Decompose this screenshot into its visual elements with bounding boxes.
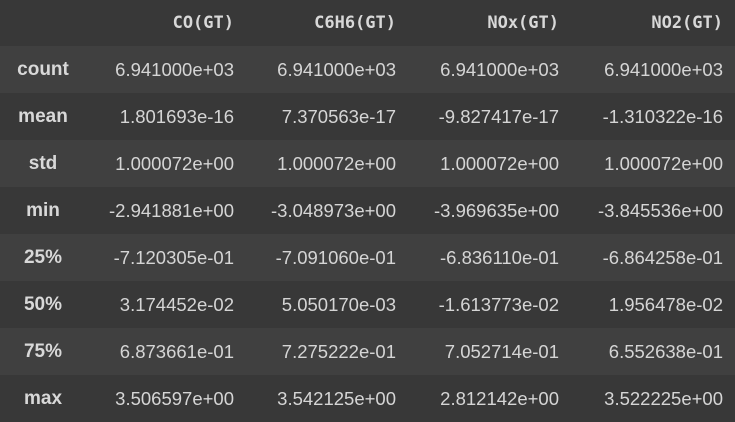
row-label: count bbox=[0, 46, 86, 93]
table-row: 75% 6.873661e-01 7.275222e-01 7.052714e-… bbox=[0, 328, 735, 375]
table-cell: -1.613773e-02 bbox=[408, 281, 571, 328]
table-cell: -2.941881e+00 bbox=[86, 187, 246, 234]
table-row: 50% 3.174452e-02 5.050170e-03 -1.613773e… bbox=[0, 281, 735, 328]
table-cell: 1.000072e+00 bbox=[408, 140, 571, 187]
table-cell: -3.969635e+00 bbox=[408, 187, 571, 234]
header-row: CO(GT) C6H6(GT) NOx(GT) NO2(GT) bbox=[0, 0, 735, 46]
table-cell: 6.873661e-01 bbox=[86, 328, 246, 375]
table-cell: 6.941000e+03 bbox=[408, 46, 571, 93]
index-header-cell bbox=[0, 0, 86, 46]
table-row: 25% -7.120305e-01 -7.091060e-01 -6.83611… bbox=[0, 234, 735, 281]
table-cell: 3.542125e+00 bbox=[246, 375, 408, 422]
table-cell: 3.506597e+00 bbox=[86, 375, 246, 422]
table-cell: 1.801693e-16 bbox=[86, 93, 246, 140]
column-header: C6H6(GT) bbox=[246, 0, 408, 46]
table-cell: -1.310322e-16 bbox=[571, 93, 735, 140]
table-cell: -6.836110e-01 bbox=[408, 234, 571, 281]
table-cell: 3.174452e-02 bbox=[86, 281, 246, 328]
table-cell: -9.827417e-17 bbox=[408, 93, 571, 140]
table-cell: -3.845536e+00 bbox=[571, 187, 735, 234]
table-row: std 1.000072e+00 1.000072e+00 1.000072e+… bbox=[0, 140, 735, 187]
row-label: 50% bbox=[0, 281, 86, 328]
table-row: max 3.506597e+00 3.542125e+00 2.812142e+… bbox=[0, 375, 735, 422]
table-cell: 6.941000e+03 bbox=[86, 46, 246, 93]
table-cell: 6.941000e+03 bbox=[246, 46, 408, 93]
row-label: 75% bbox=[0, 328, 86, 375]
table-cell: 6.552638e-01 bbox=[571, 328, 735, 375]
table-body: count 6.941000e+03 6.941000e+03 6.941000… bbox=[0, 46, 735, 422]
table-row: min -2.941881e+00 -3.048973e+00 -3.96963… bbox=[0, 187, 735, 234]
table-cell: 7.052714e-01 bbox=[408, 328, 571, 375]
table-cell: 2.812142e+00 bbox=[408, 375, 571, 422]
column-header: NOx(GT) bbox=[408, 0, 571, 46]
table-cell: 7.370563e-17 bbox=[246, 93, 408, 140]
table-cell: 1.000072e+00 bbox=[86, 140, 246, 187]
table-cell: 5.050170e-03 bbox=[246, 281, 408, 328]
column-header: NO2(GT) bbox=[571, 0, 735, 46]
table-cell: -3.048973e+00 bbox=[246, 187, 408, 234]
table-row: mean 1.801693e-16 7.370563e-17 -9.827417… bbox=[0, 93, 735, 140]
column-header: CO(GT) bbox=[86, 0, 246, 46]
table-cell: -6.864258e-01 bbox=[571, 234, 735, 281]
table-header: CO(GT) C6H6(GT) NOx(GT) NO2(GT) bbox=[0, 0, 735, 46]
table-cell: 7.275222e-01 bbox=[246, 328, 408, 375]
table-cell: 3.522225e+00 bbox=[571, 375, 735, 422]
row-label: mean bbox=[0, 93, 86, 140]
table-cell: 1.000072e+00 bbox=[571, 140, 735, 187]
table-row: count 6.941000e+03 6.941000e+03 6.941000… bbox=[0, 46, 735, 93]
table-cell: -7.120305e-01 bbox=[86, 234, 246, 281]
row-label: std bbox=[0, 140, 86, 187]
row-label: 25% bbox=[0, 234, 86, 281]
table-cell: 1.000072e+00 bbox=[246, 140, 408, 187]
table-cell: 1.956478e-02 bbox=[571, 281, 735, 328]
row-label: max bbox=[0, 375, 86, 422]
row-label: min bbox=[0, 187, 86, 234]
table-cell: 6.941000e+03 bbox=[571, 46, 735, 93]
table-cell: -7.091060e-01 bbox=[246, 234, 408, 281]
